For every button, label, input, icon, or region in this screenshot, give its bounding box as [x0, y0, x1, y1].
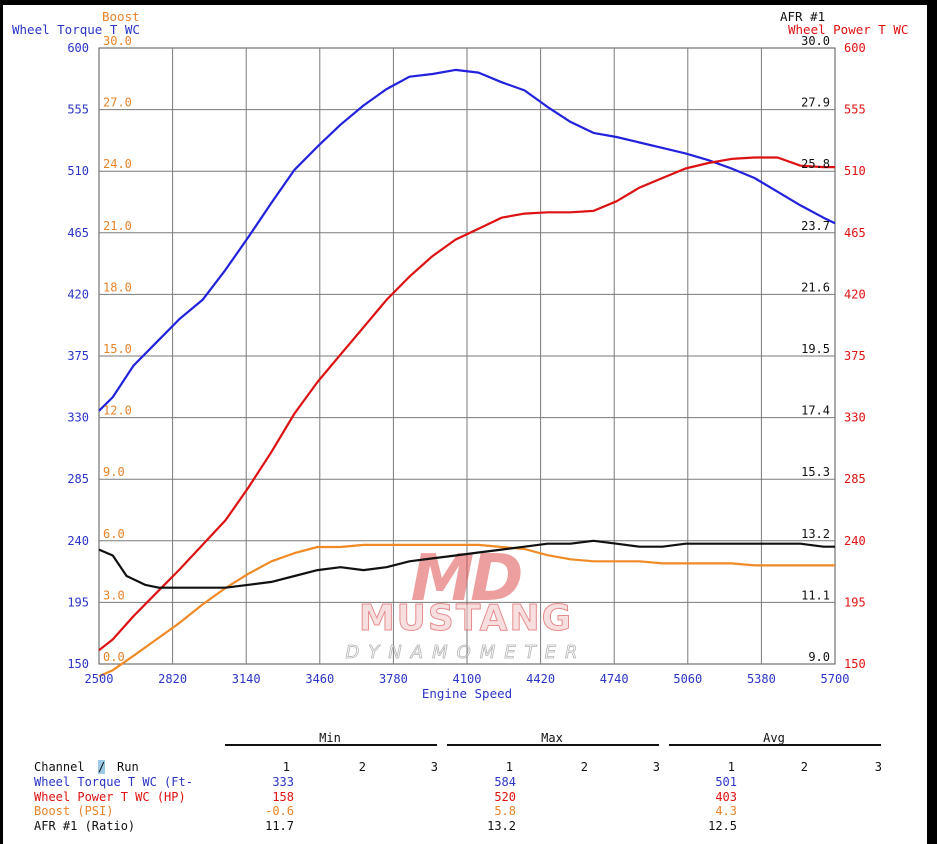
x-tick-label: 2820 [158, 672, 187, 686]
afr-tick-label: 25.8 [801, 157, 830, 171]
x-tick-label: 4740 [600, 672, 629, 686]
power-tick-label: 420 [844, 287, 866, 301]
logo-tagline: DYNAMOMETER [345, 642, 586, 663]
boost-tick-label: 12.0 [103, 404, 132, 418]
power-tick-label: 330 [844, 411, 866, 425]
torque-tick-label: 465 [67, 226, 89, 240]
boost-axis-title: Boost [102, 9, 140, 24]
afr-tick-label: 30.0 [801, 34, 830, 48]
afr-tick-label: 15.3 [801, 465, 830, 479]
series-line-power [98, 156, 835, 652]
x-tick-label: 2500 [85, 672, 114, 686]
x-axis-title: Engine Speed [422, 686, 512, 701]
torque-tick-label: 195 [67, 595, 89, 609]
boost-tick-label: 21.0 [103, 219, 132, 233]
x-tick-label: 4100 [453, 672, 482, 686]
boost-tick-label: 3.0 [103, 588, 125, 602]
afr-tick-label: 11.1 [801, 588, 830, 602]
afr-tick-label: 13.2 [801, 527, 830, 541]
power-tick-label: 510 [844, 164, 866, 178]
logo-name: MUSTANG [359, 598, 573, 639]
torque-tick-label: 330 [67, 411, 89, 425]
afr-tick-label: 9.0 [808, 650, 830, 664]
chart-curves [98, 68, 836, 678]
power-tick-label: 555 [844, 103, 866, 117]
torque-tick-label: 375 [67, 349, 89, 363]
torque-tick-label: 240 [67, 534, 89, 548]
x-tick-label: 3780 [379, 672, 408, 686]
torque-tick-label: 150 [67, 657, 89, 671]
power-tick-label: 375 [844, 349, 866, 363]
afr-axis-title: AFR #1 [780, 9, 825, 24]
series-line-afr [98, 539, 835, 589]
boost-tick-label: 6.0 [103, 527, 125, 541]
power-tick-label: 465 [844, 226, 866, 240]
power-tick-label: 195 [844, 595, 866, 609]
power-axis-title: Wheel Power T WC [788, 22, 908, 37]
power-tick-label: 240 [844, 534, 866, 548]
boost-tick-label: 24.0 [103, 157, 132, 171]
boost-tick-label: 18.0 [103, 280, 132, 294]
x-tick-label: 4420 [526, 672, 555, 686]
power-tick-label: 600 [844, 41, 866, 55]
torque-tick-label: 510 [67, 164, 89, 178]
x-tick-label: 3460 [305, 672, 334, 686]
afr-tick-label: 19.5 [801, 342, 830, 356]
afr-tick-label: 27.9 [801, 96, 830, 110]
afr-tick-label: 17.4 [801, 404, 830, 418]
x-tick-label: 5380 [747, 672, 776, 686]
boost-tick-label: 9.0 [103, 465, 125, 479]
boost-tick-label: 15.0 [103, 342, 132, 356]
power-tick-label: 285 [844, 472, 866, 486]
series-line-torque [98, 68, 836, 412]
series-line-boost [98, 543, 835, 678]
torque-tick-label: 600 [67, 41, 89, 55]
chart-axis-labels: 2500 2820 3140 3460 3780 4100 4420 4740 5060 5380… [12, 9, 908, 701]
x-tick-label: 3140 [232, 672, 261, 686]
boost-tick-label: 30.0 [103, 34, 132, 48]
dyno-sheet [3, 5, 927, 844]
torque-tick-label: 420 [67, 287, 89, 301]
x-tick-label: 5700 [821, 672, 850, 686]
afr-tick-label: 23.7 [801, 219, 830, 233]
x-tick-label: 5060 [673, 672, 702, 686]
torque-axis-title: Wheel Torque T WC [12, 22, 140, 37]
torque-tick-label: 285 [67, 472, 89, 486]
boost-tick-label: 27.0 [103, 96, 132, 110]
torque-tick-label: 555 [67, 103, 89, 117]
power-tick-label: 150 [844, 657, 866, 671]
afr-tick-label: 21.6 [801, 280, 830, 294]
boost-tick-label: 0.0 [103, 650, 125, 664]
